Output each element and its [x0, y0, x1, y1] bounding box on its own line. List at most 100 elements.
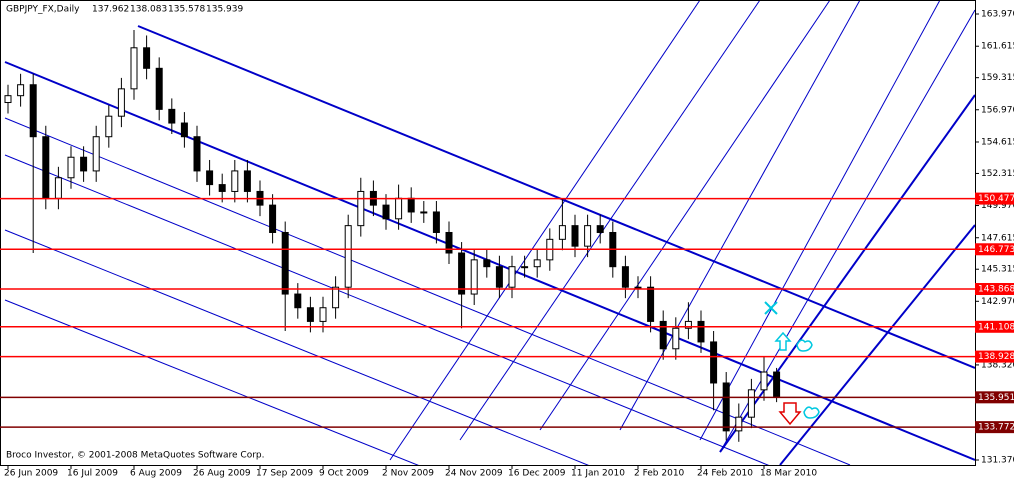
candle-body — [180, 122, 188, 138]
fan-line — [779, 224, 975, 465]
candle-body — [722, 382, 730, 432]
channel-line — [4, 299, 419, 465]
candle-body — [533, 259, 541, 268]
x-tick-label: 24 Nov 2009 — [445, 469, 503, 479]
ohlc-value: 138.083 — [130, 5, 167, 15]
trend-lines — [4, 0, 975, 465]
x-tick-label: 18 Mar 2010 — [760, 469, 817, 479]
candle-body — [584, 225, 592, 247]
hand-icon — [803, 406, 820, 419]
y-tick-label: 163.970 — [981, 10, 1014, 20]
candle-body — [231, 170, 239, 192]
hand-icon — [796, 339, 813, 352]
plot-border — [0, 0, 976, 466]
level-label: 150.477 — [978, 194, 1014, 204]
x-tick-label: 2 Feb 2010 — [634, 469, 685, 479]
candle-body — [382, 204, 390, 220]
candle-body — [155, 67, 163, 110]
fan-line — [699, 0, 941, 441]
y-tick-label: 142.970 — [981, 297, 1014, 307]
candle-body — [193, 136, 201, 172]
ohlc-value: 135.578 — [168, 5, 205, 15]
plot-area — [4, 30, 781, 442]
candle-body — [407, 197, 415, 213]
candle-body — [672, 327, 680, 350]
candle-body — [130, 47, 138, 90]
candle-body — [29, 84, 37, 138]
channel-line — [4, 229, 589, 465]
candle-body — [105, 115, 113, 138]
x-tick-label: 9 Oct 2009 — [319, 469, 369, 479]
candle-body — [143, 47, 151, 69]
candle-body — [17, 84, 25, 97]
y-tick-label: 154.615 — [981, 137, 1014, 147]
candle-body — [483, 259, 491, 268]
y-tick-label: 145.315 — [981, 265, 1014, 275]
candle-body — [54, 177, 62, 199]
x-tick-label: 26 Jun 2009 — [4, 469, 58, 479]
level-label: 141.108 — [978, 322, 1014, 332]
candle-body — [67, 156, 75, 179]
level-label: 138.928 — [978, 352, 1014, 362]
candle-body — [218, 184, 226, 192]
y-tick-label: 149.970 — [981, 201, 1014, 211]
x-tick-label: 11 Jan 2010 — [571, 469, 625, 479]
level-label: 135.951 — [978, 393, 1014, 403]
candle-body — [458, 252, 466, 295]
x-tick-label: 26 Aug 2009 — [193, 469, 251, 479]
level-label: 133.772 — [978, 423, 1014, 433]
y-tick-label: 147.615 — [981, 233, 1014, 243]
candle-body — [281, 231, 289, 295]
y-tick-label: 161.615 — [981, 42, 1014, 52]
level-label-box — [975, 350, 1014, 363]
channel-line — [137, 25, 975, 369]
candle-body — [659, 320, 667, 350]
channel-line — [4, 154, 770, 465]
candle-body — [710, 341, 718, 384]
candle-body — [294, 293, 302, 309]
x-tick-label: 16 Dec 2009 — [508, 469, 566, 479]
signals — [764, 301, 820, 426]
candle-body — [269, 204, 277, 233]
y-tick-label: 131.370 — [981, 456, 1014, 466]
candle-body — [4, 95, 12, 104]
candle-body — [344, 225, 352, 288]
symbol-label: GBPJPY_FX,Daily — [6, 5, 80, 15]
x-tick-label: 6 Aug 2009 — [130, 469, 182, 479]
y-tick-label: 156.970 — [981, 105, 1014, 115]
candle-body — [621, 266, 629, 288]
candle-body — [420, 211, 428, 214]
level-label-box — [975, 243, 1014, 256]
candle-body — [395, 197, 403, 220]
candle-body — [634, 286, 642, 289]
fan-line — [619, 0, 861, 431]
fan-line — [389, 0, 701, 461]
candle-body — [117, 88, 125, 117]
channel-line — [4, 117, 851, 465]
x-tick-label: 2 Nov 2009 — [382, 469, 434, 479]
candle-body — [243, 170, 251, 192]
fan-line — [719, 94, 975, 453]
ohlc-value: 135.939 — [206, 5, 243, 15]
candle-body — [168, 108, 176, 124]
level-label-box — [975, 283, 1014, 296]
candle-body — [760, 371, 768, 391]
candle-body — [596, 225, 604, 233]
candle-body — [571, 225, 579, 247]
candle-body — [206, 170, 214, 186]
candle-body — [42, 136, 50, 199]
candle-body — [332, 286, 340, 309]
candle-body — [319, 307, 327, 322]
y-tick-label: 138.320 — [981, 360, 1014, 370]
candle-body — [92, 136, 100, 172]
candle-body — [558, 225, 566, 240]
candle-body — [495, 266, 503, 288]
candle-body — [508, 266, 516, 288]
level-label-box — [975, 421, 1014, 434]
candle-body — [735, 416, 743, 432]
ohlc-value: 137.962 — [92, 5, 129, 15]
x-tick-label: 17 Sep 2009 — [256, 469, 313, 479]
down-arrow-icon — [778, 402, 802, 426]
